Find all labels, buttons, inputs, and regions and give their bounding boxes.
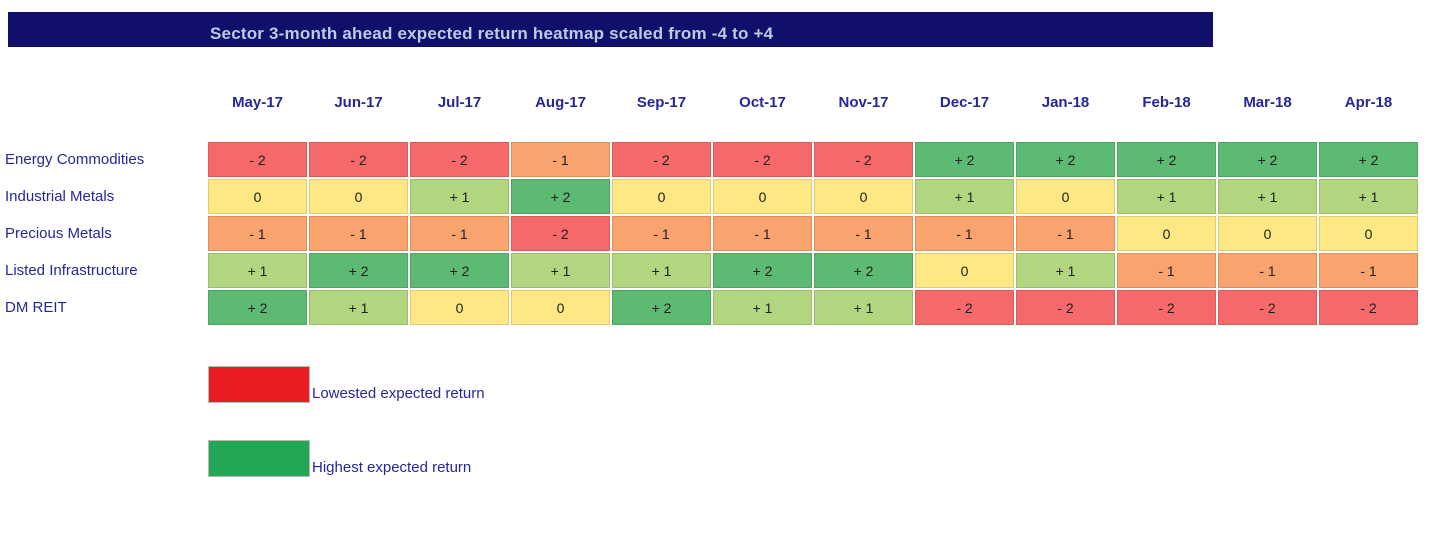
column-header: Jan-18 (1041, 94, 1090, 111)
heatmap-cell: - 2 (208, 142, 307, 177)
heatmap-cell: + 2 (612, 290, 711, 325)
heatmap-cell: 0 (612, 179, 711, 214)
heatmap-cell: + 2 (1117, 142, 1216, 177)
heatmap-cell: 0 (511, 290, 610, 325)
heatmap-cell: + 1 (1016, 253, 1115, 288)
heatmap-cell: + 1 (410, 179, 509, 214)
heatmap-cell: + 1 (1218, 179, 1317, 214)
legend-swatch-highest-icon (208, 440, 310, 477)
heatmap-cell: - 2 (612, 142, 711, 177)
heatmap-cell: + 2 (1319, 142, 1418, 177)
heatmap-cell: + 1 (1319, 179, 1418, 214)
heatmap-cell: + 2 (1218, 142, 1317, 177)
heatmap-cell: + 2 (511, 179, 610, 214)
column-header: Dec-17 (939, 94, 990, 111)
column-header: Jul-17 (437, 94, 482, 111)
row-label: Industrial Metals (5, 188, 115, 205)
heatmap-cell: + 2 (410, 253, 509, 288)
heatmap-cell: - 2 (1319, 290, 1418, 325)
column-header: Aug-17 (535, 94, 586, 111)
heatmap-cell: - 2 (410, 142, 509, 177)
heatmap-cell: + 2 (814, 253, 913, 288)
heatmap-cell: 0 (309, 179, 408, 214)
column-header: May-17 (232, 94, 283, 111)
column-header: Jun-17 (334, 94, 383, 111)
heatmap-cell: - 2 (309, 142, 408, 177)
column-header: Mar-18 (1243, 94, 1292, 111)
heatmap-cell: - 1 (208, 216, 307, 251)
heatmap-cell: - 1 (1117, 253, 1216, 288)
heatmap-cell: 0 (1016, 179, 1115, 214)
heatmap-cell: + 2 (1016, 142, 1115, 177)
heatmap-cell: 0 (713, 179, 812, 214)
row-labels: Energy Commodities Industrial Metals Preci… (5, 142, 144, 325)
column-header: Apr-18 (1344, 94, 1393, 111)
heatmap-cell: + 2 (309, 253, 408, 288)
heatmap-cell: 0 (1319, 216, 1418, 251)
heatmap-cell: + 1 (713, 290, 812, 325)
heatmap-cell: 0 (1218, 216, 1317, 251)
heatmap-cell: - 1 (1016, 216, 1115, 251)
column-header: Nov-17 (838, 94, 889, 111)
heatmap-cell: 0 (208, 179, 307, 214)
heatmap-cell: + 1 (309, 290, 408, 325)
heatmap-cell: - 1 (410, 216, 509, 251)
row-label: Precious Metals (5, 225, 112, 242)
heatmap-cell: - 2 (814, 142, 913, 177)
column-headers: May-17 Jun-17 Jul-17 Aug-17 Sep-17 Oct-17 Nov-… (208, 92, 1418, 114)
heatmap-grid: - 2- 2- 2- 1- 2- 2- 2 + 2 + 2 + 2 + 2 + 2 0 0 + … (208, 142, 1418, 325)
heatmap-cell: - 1 (511, 142, 610, 177)
legend-label-lowest: Lowested expected return (312, 385, 485, 402)
legend-item-lowest: Lowested expected return (208, 366, 485, 403)
heatmap-cell: + 2 (915, 142, 1014, 177)
heatmap-cell: - 2 (915, 290, 1014, 325)
heatmap-cell: + 1 (1117, 179, 1216, 214)
heatmap-cell: - 2 (1016, 290, 1115, 325)
heatmap-cell: - 1 (915, 216, 1014, 251)
heatmap-cell: - 2 (1117, 290, 1216, 325)
column-header: Oct-17 (739, 94, 786, 111)
chart-title: Sector 3-month ahead expected return hea… (210, 24, 774, 43)
heatmap-cell: 0 (814, 179, 913, 214)
column-header: Feb-18 (1142, 94, 1191, 111)
heatmap-cell: + 1 (612, 253, 711, 288)
heatmap-cell: - 1 (713, 216, 812, 251)
row-label: Listed Infrastructure (5, 262, 138, 279)
heatmap-cell: + 1 (511, 253, 610, 288)
heatmap-cell: 0 (915, 253, 1014, 288)
heatmap-cell: - 1 (1218, 253, 1317, 288)
row-label: Energy Commodities (5, 151, 145, 168)
heatmap-cell: + 2 (208, 290, 307, 325)
heatmap-cell: - 1 (1319, 253, 1418, 288)
heatmap-cell: 0 (1117, 216, 1216, 251)
legend-label-highest: Highest expected return (312, 459, 472, 476)
heatmap-cell: - 1 (814, 216, 913, 251)
heatmap-cell: 0 (410, 290, 509, 325)
row-label: DM REIT (5, 299, 67, 316)
title-bar: Sector 3-month ahead expected return hea… (8, 12, 1213, 47)
column-header: Sep-17 (636, 94, 687, 111)
heatmap-cell: - 1 (612, 216, 711, 251)
heatmap-cell: + 1 (814, 290, 913, 325)
heatmap-cell: - 2 (713, 142, 812, 177)
heatmap-cell: + 1 (915, 179, 1014, 214)
legend-swatch-lowest-icon (208, 366, 310, 403)
heatmap-cell: + 2 (713, 253, 812, 288)
heatmap-cell: - 2 (1218, 290, 1317, 325)
legend-item-highest: Highest expected return (208, 440, 471, 477)
heatmap-cell: + 1 (208, 253, 307, 288)
heatmap-cell: - 2 (511, 216, 610, 251)
heatmap-cell: - 1 (309, 216, 408, 251)
